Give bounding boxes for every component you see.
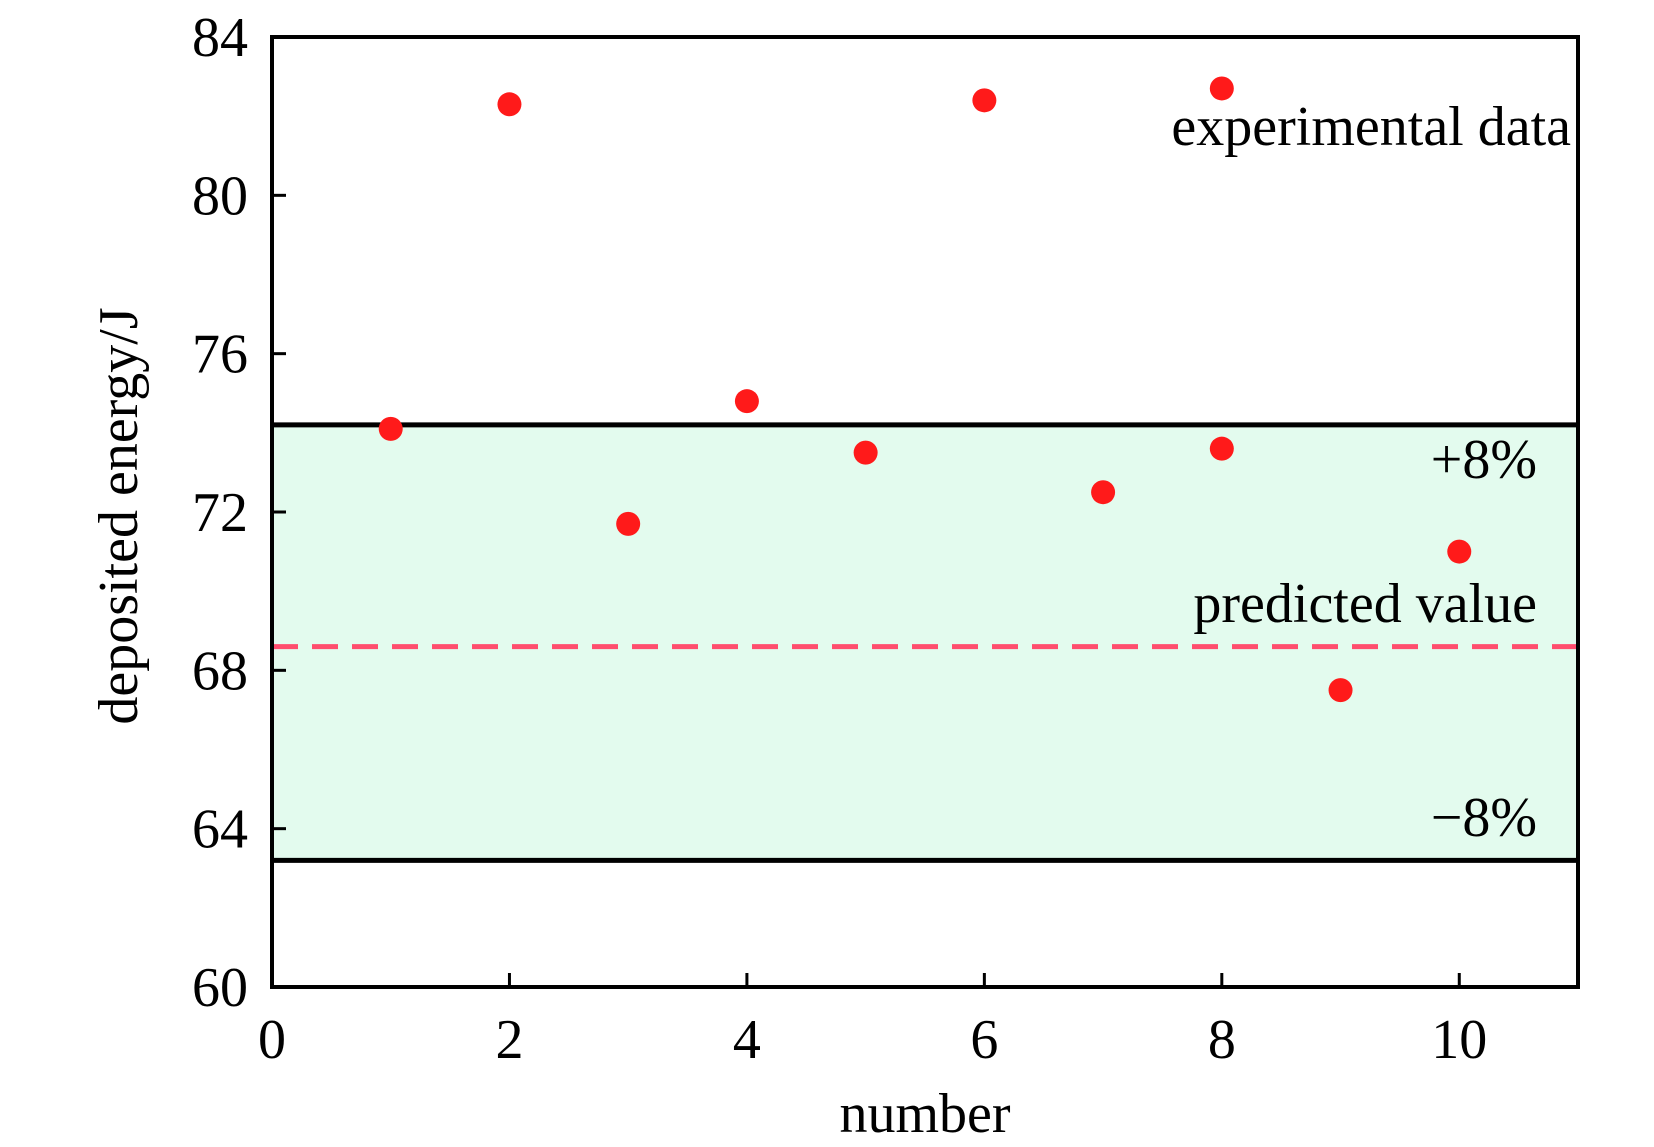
y-tick-label: 68: [192, 640, 248, 702]
y-tick-label: 84: [192, 7, 248, 69]
data-point: [1091, 480, 1116, 505]
annotation-upper-bound: +8%: [1431, 429, 1537, 491]
data-point: [616, 511, 641, 536]
data-point: [378, 416, 403, 441]
data-point: [972, 88, 997, 113]
y-tick-label: 80: [192, 165, 248, 227]
y-tick-label: 60: [192, 957, 248, 1019]
annotation-lower-bound: −8%: [1431, 787, 1537, 849]
tolerance-band: [272, 424, 1578, 861]
data-point: [853, 440, 878, 465]
y-axis-title: deposited energy/J: [88, 307, 150, 724]
data-point: [734, 389, 759, 414]
data-point: [1209, 436, 1234, 461]
annotation-predicted-value: predicted value: [1193, 573, 1537, 635]
x-axis: 0 2 4 6 8 10: [258, 973, 1487, 1071]
y-tick-label: 76: [192, 324, 248, 386]
data-points: [378, 76, 1472, 703]
x-tick-label: 6: [970, 1009, 998, 1071]
x-axis-title: number: [839, 1083, 1010, 1145]
x-tick-label: 8: [1208, 1009, 1236, 1071]
x-tick-label: 2: [495, 1009, 523, 1071]
annotation-experimental-data: experimental data: [1171, 96, 1571, 158]
y-tick-label: 72: [192, 482, 248, 544]
x-tick-label: 0: [258, 1009, 286, 1071]
data-point: [497, 92, 522, 117]
x-tick-label: 4: [733, 1009, 761, 1071]
data-point: [1209, 76, 1234, 101]
y-axis: 60 64 68 72 76 80 84: [192, 7, 286, 1019]
y-tick-label: 64: [192, 799, 248, 861]
data-point: [1328, 678, 1353, 703]
data-point: [1447, 539, 1472, 564]
x-tick-label: 10: [1431, 1009, 1487, 1071]
